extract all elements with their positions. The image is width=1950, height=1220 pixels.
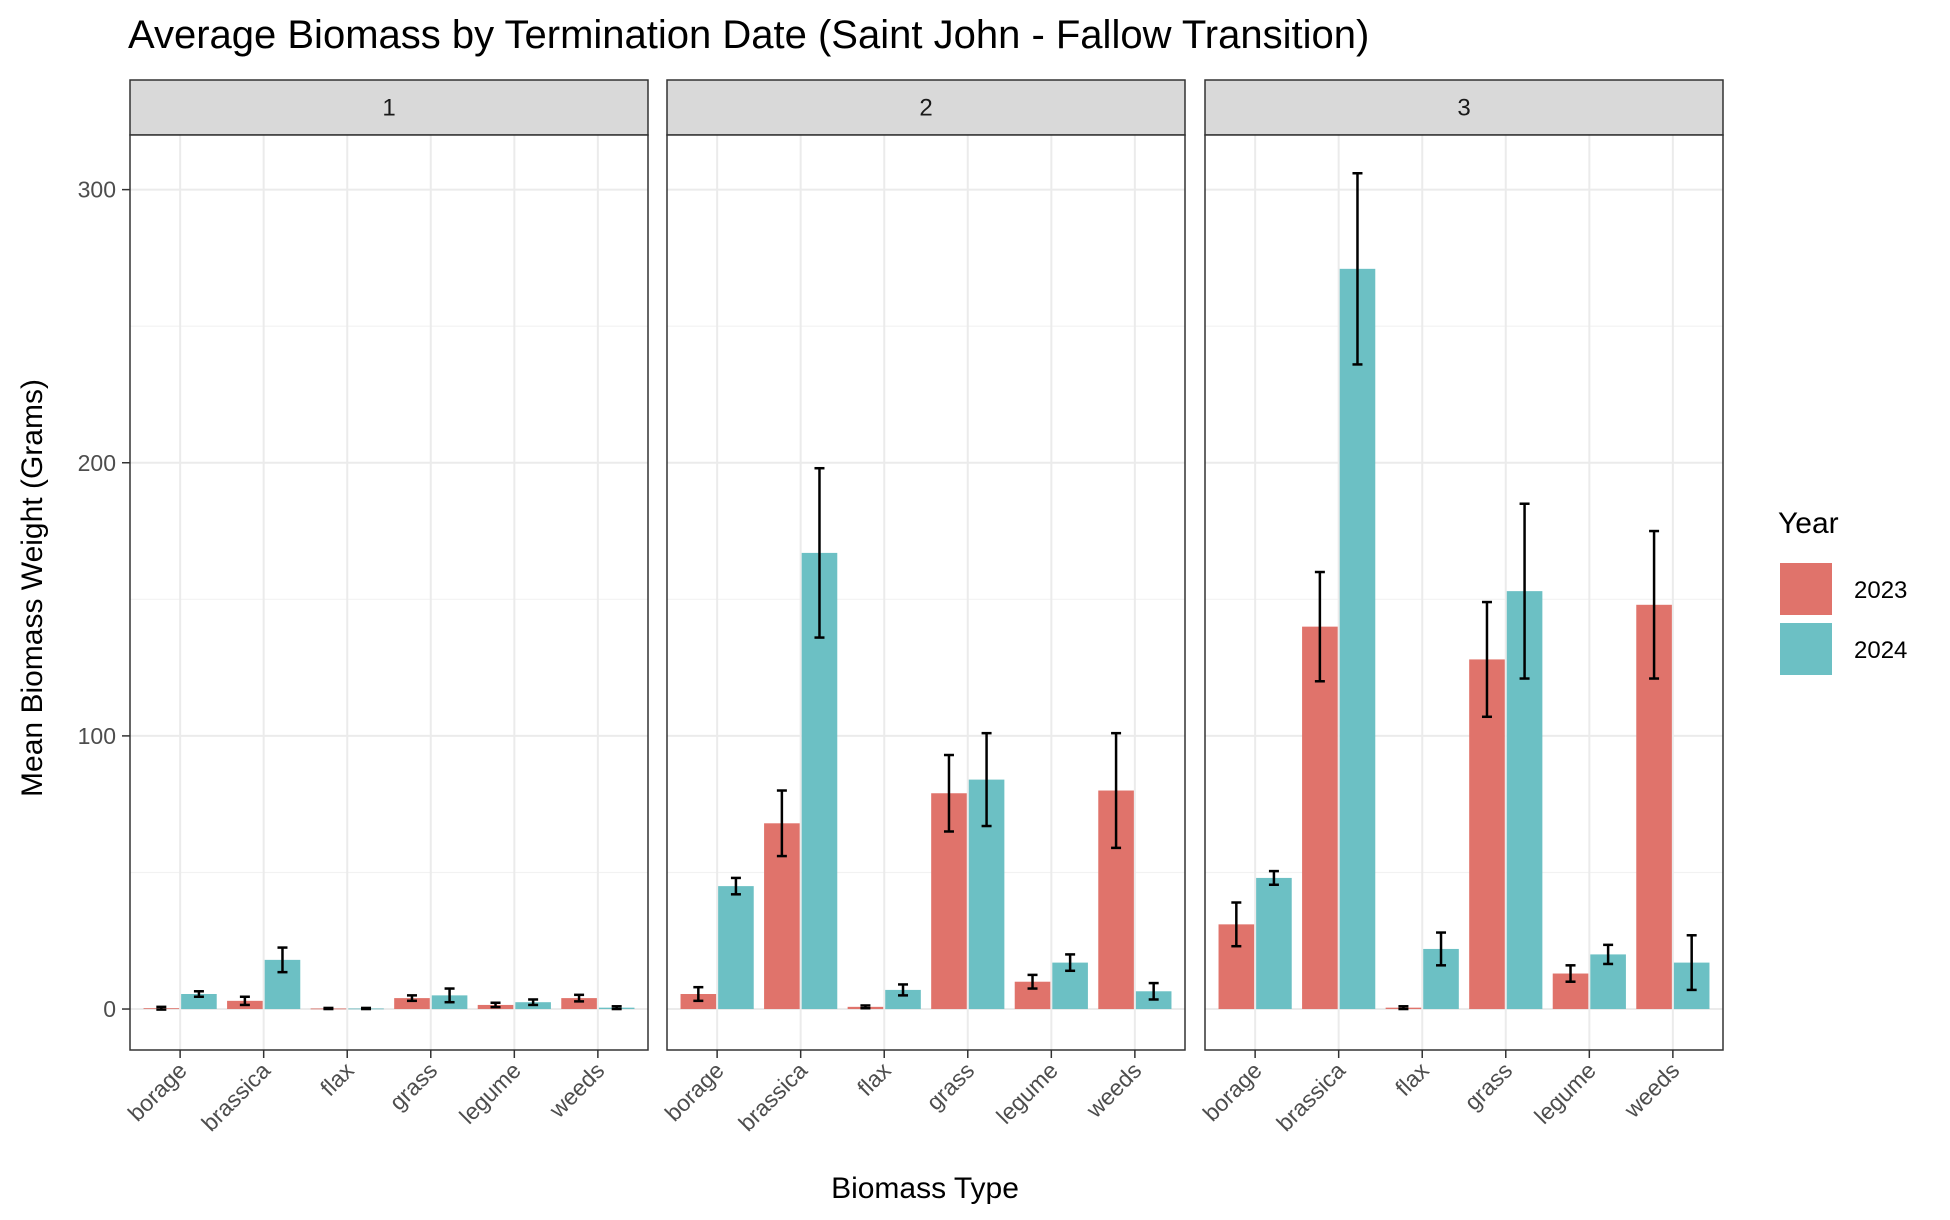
panel-background — [130, 135, 648, 1050]
error-bar-1-weeds-2024 — [611, 1005, 622, 1011]
bar-2-borage-2024 — [718, 886, 754, 1010]
error-bar-3-legume-2023 — [1565, 964, 1576, 983]
error-bar-1-legume-2023 — [490, 1001, 501, 1009]
error-bar-2-grass-2024 — [981, 731, 992, 828]
panel-border — [129, 134, 649, 1051]
bar-3-brassica-2023 — [1302, 626, 1338, 1010]
error-bar-1-brassica-2023 — [239, 995, 250, 1007]
error-bar-3-weeds-2024 — [1686, 934, 1697, 992]
error-bar-2-brassica-2023 — [776, 789, 787, 858]
error-bar-3-grass-2023 — [1481, 600, 1492, 719]
bar-2-flax-2024 — [885, 989, 921, 1010]
error-bar-3-flax-2024 — [1436, 931, 1447, 967]
error-bar-3-weeds-2023 — [1649, 529, 1660, 680]
error-bar-2-weeds-2023 — [1111, 731, 1122, 850]
error-bar-2-flax-2024 — [898, 983, 909, 997]
error-bar-3-brassica-2023 — [1314, 570, 1325, 683]
error-bar-3-flax-2023 — [1398, 1005, 1409, 1011]
error-bar-2-legume-2023 — [1027, 973, 1038, 990]
error-bar-3-borage-2023 — [1231, 901, 1242, 948]
error-bar-1-borage-2023 — [156, 1005, 167, 1011]
error-bar-2-brassica-2024 — [814, 466, 825, 639]
panel-border — [666, 134, 1186, 1051]
y-tick-label: 0 — [103, 996, 116, 1022]
bar-3-borage-2024 — [1256, 877, 1292, 1010]
error-bar-2-flax-2023 — [860, 1004, 871, 1010]
error-bar-1-grass-2024 — [444, 987, 455, 1004]
bar-3-brassica-2024 — [1339, 268, 1376, 1010]
legend-label-2023: 2023 — [1854, 577, 1907, 604]
error-bar-2-borage-2024 — [730, 876, 741, 896]
error-bar-1-borage-2024 — [193, 990, 204, 998]
error-bar-3-borage-2024 — [1268, 869, 1279, 887]
panel-border — [1204, 134, 1724, 1051]
legend-title: Year — [1778, 507, 1839, 540]
y-tick-label: 300 — [78, 177, 116, 203]
facet-strip — [1204, 79, 1724, 136]
error-bar-1-flax-2023 — [323, 1006, 334, 1011]
legend-key-2023 — [1780, 563, 1832, 615]
legend-key-2024 — [1780, 623, 1832, 675]
error-bar-1-flax-2024 — [361, 1006, 372, 1011]
legend: Year 2023 2024 — [1778, 507, 1907, 675]
y-tick-label: 100 — [78, 723, 116, 749]
facet-strip-label: 3 — [1457, 95, 1470, 122]
error-bar-2-grass-2023 — [943, 753, 954, 833]
error-bar-1-brassica-2024 — [277, 946, 288, 974]
bar-1-grass-2023 — [394, 998, 430, 1010]
error-bar-2-borage-2023 — [693, 985, 704, 1003]
facet-strip-label: 1 — [382, 95, 395, 122]
error-bar-1-legume-2024 — [528, 998, 539, 1007]
error-bar-2-weeds-2024 — [1148, 981, 1159, 1001]
x-axis-title: Biomass Type — [831, 1172, 1019, 1205]
facet-strip-label: 2 — [919, 95, 932, 122]
legend-label-2024: 2024 — [1854, 637, 1907, 664]
facet-strip — [666, 79, 1186, 136]
y-axis-title: Mean Biomass Weight (Grams) — [16, 379, 49, 797]
y-tick-label: 200 — [78, 450, 116, 476]
error-bar-1-grass-2023 — [406, 994, 417, 1003]
chart-title: Average Biomass by Termination Date (Sai… — [128, 13, 1369, 57]
facet-strip — [129, 79, 649, 136]
bar-1-borage-2024 — [181, 994, 217, 1010]
error-bar-1-weeds-2023 — [574, 993, 585, 1003]
error-bar-2-legume-2024 — [1065, 953, 1076, 973]
error-bar-3-brassica-2024 — [1352, 171, 1363, 366]
error-bar-3-grass-2024 — [1519, 502, 1530, 680]
error-bar-3-legume-2024 — [1603, 943, 1614, 966]
bar-1-weeds-2023 — [561, 998, 597, 1010]
